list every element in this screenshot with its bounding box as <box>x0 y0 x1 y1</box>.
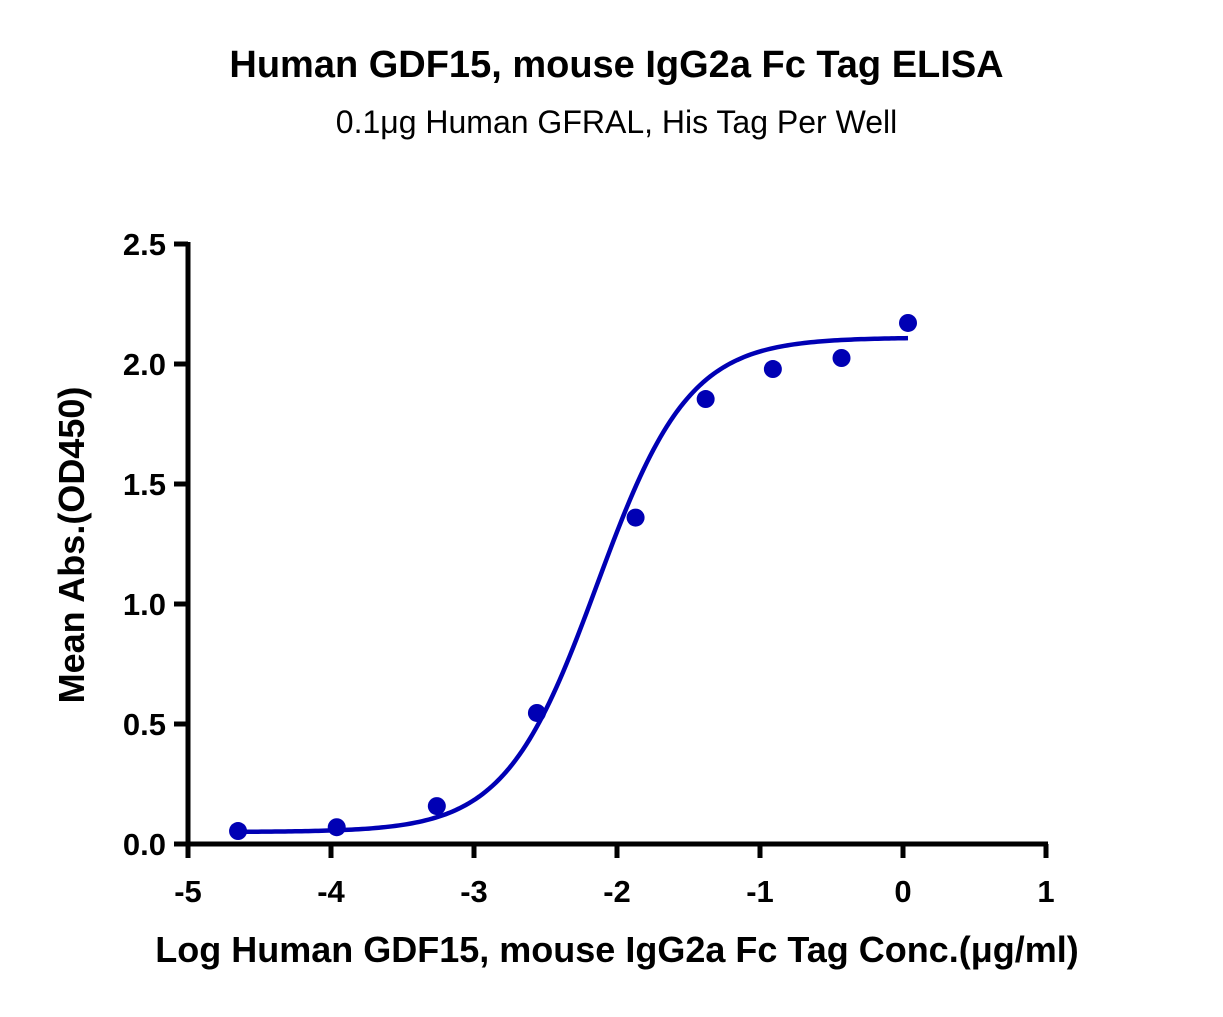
x-tick-label: -1 <box>746 874 774 909</box>
y-axis-label: Mean Abs.(OD450) <box>51 387 92 704</box>
chart-subtitle: 0.1μg Human GFRAL, His Tag Per Well <box>335 104 898 140</box>
y-tick-label: 1.0 <box>123 587 166 622</box>
data-points-layer <box>229 313 918 841</box>
axes: 0.0 0.5 1.0 1.5 2.0 2.5 -5 -4 -3 -2 -1 0 1 <box>123 227 1055 909</box>
y-tick-label: 2.0 <box>123 347 166 382</box>
y-tick-label: 0.0 <box>123 827 166 862</box>
data-point <box>527 703 546 722</box>
x-tick-label: -4 <box>317 874 345 909</box>
x-axis-label: Log Human GDF15, mouse IgG2a Fc Tag Conc… <box>155 929 1078 970</box>
fit-curve-layer <box>238 335 909 835</box>
data-point <box>696 390 715 409</box>
chart-title: Human GDF15, mouse IgG2a Fc Tag ELISA <box>229 44 1004 86</box>
data-point <box>626 508 645 527</box>
data-point <box>427 797 446 816</box>
data-point <box>229 822 248 841</box>
y-tick-label: 0.5 <box>123 707 166 742</box>
fit-curve <box>238 335 909 835</box>
x-tick-label: -3 <box>460 874 488 909</box>
x-tick-label: -5 <box>174 874 202 909</box>
data-point <box>899 313 918 332</box>
data-point <box>763 360 782 379</box>
y-tick-label: 1.5 <box>123 467 166 502</box>
x-tick-label: 1 <box>1037 874 1054 909</box>
data-point <box>327 818 346 837</box>
x-tick-label: 0 <box>894 874 911 909</box>
x-tick-label: -2 <box>603 874 631 909</box>
y-tick-label: 2.5 <box>123 227 166 262</box>
data-point <box>832 349 851 367</box>
